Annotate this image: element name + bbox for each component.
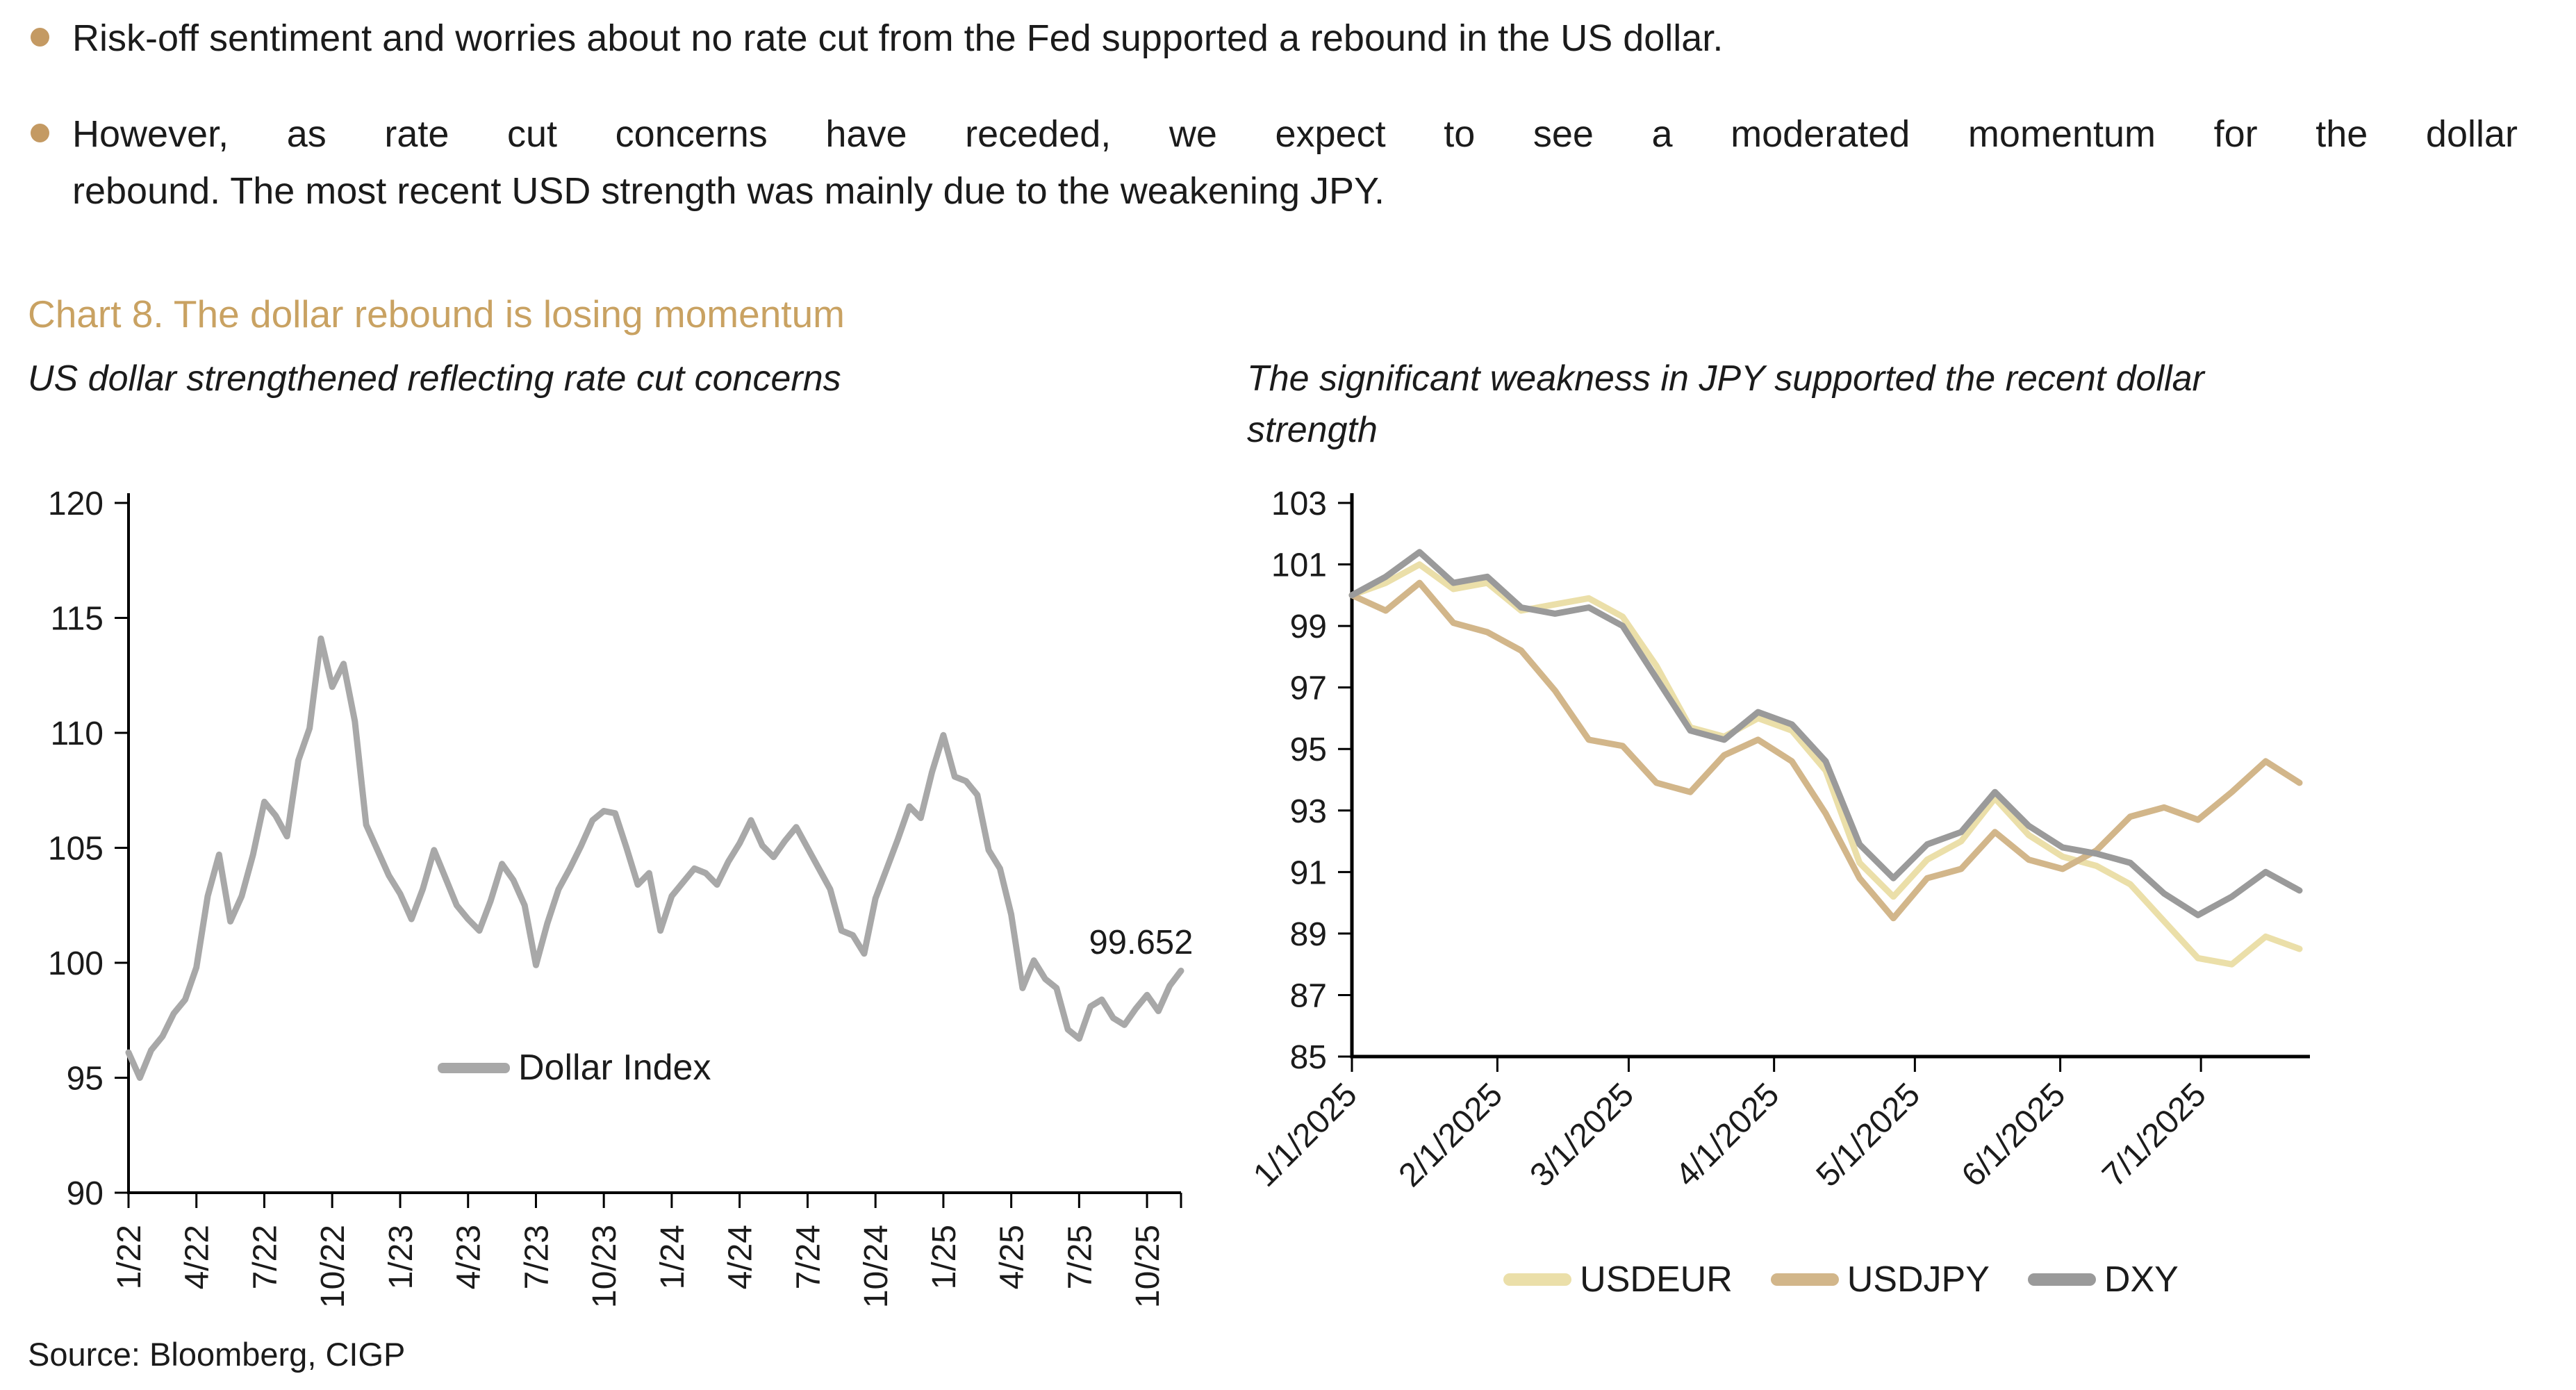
fx-indexed-chart: 85 87 89 91 93 95 97 99 101 103 1/1/2025 2/1/2025 3/… (1247, 486, 2310, 1194)
y-tick-label: 99 (1290, 609, 1327, 645)
dollar-index-legend: Dollar Index (438, 1043, 711, 1092)
y-tick-label: 90 (67, 1175, 104, 1212)
dxy-line-swatch (2027, 1273, 2096, 1286)
usdjpy-legend-label: USDJPY (1847, 1259, 1990, 1300)
series-line-dxy (1348, 549, 2303, 918)
series-line-dollar-index (125, 635, 1184, 1081)
bullet-icon (31, 28, 49, 47)
x-tick-label: 10/22 (315, 1225, 352, 1308)
x-tick-label: 1/25 (926, 1225, 963, 1289)
y-tick-label: 95 (1290, 731, 1327, 768)
dollar-index-line-swatch (438, 1062, 510, 1073)
x-tick-label: 1/1/2025 (1247, 1076, 1364, 1194)
y-tick-label: 95 (67, 1061, 104, 1098)
y-tick-label: 101 (1271, 547, 1327, 584)
x-tick-label: 5/1/2025 (1810, 1076, 1928, 1194)
x-tick-label: 7/23 (518, 1225, 555, 1289)
dollar-index-legend-label: Dollar Index (518, 1048, 711, 1088)
x-tick-label: 4/23 (451, 1225, 488, 1289)
y-tick-label: 97 (1290, 670, 1327, 707)
x-tick-label: 3/1/2025 (1524, 1076, 1642, 1194)
y-tick-label: 93 (1290, 793, 1327, 830)
x-tick-label: 4/1/2025 (1669, 1076, 1787, 1194)
dxy-legend-label: DXY (2104, 1259, 2179, 1300)
x-tick-label: 10/24 (858, 1225, 895, 1308)
x-tick-label: 1/23 (383, 1225, 420, 1289)
dollar-index-chart: 90 95 100 105 110 115 120 1/22 4/22 7/22 10/22 1/23… (48, 486, 1193, 1308)
y-tick-label: 89 (1290, 916, 1327, 953)
y-tick-label: 100 (48, 945, 104, 982)
x-tick-label: 4/22 (179, 1225, 216, 1289)
usdeur-line-swatch (1503, 1273, 1572, 1286)
bullet-1-line-1: Risk-off sentiment and worries about no … (72, 17, 1724, 59)
x-tick-label: 4/25 (994, 1225, 1031, 1289)
legend-item-usdjpy: USDJPY (1770, 1259, 1990, 1300)
y-tick-label: 120 (48, 486, 104, 522)
y-tick-label: 105 (48, 831, 104, 868)
x-tick-label: 10/23 (586, 1225, 623, 1308)
bullet-2-text: However, as rate cut concerns have reced… (72, 106, 2518, 220)
bullet-item-2: However, as rate cut concerns have reced… (31, 106, 2518, 220)
legend-item-usdeur: USDEUR (1503, 1259, 1733, 1300)
x-tick-label: 10/25 (1130, 1225, 1166, 1308)
usdeur-legend-label: USDEUR (1580, 1259, 1733, 1300)
usdjpy-line-swatch (1770, 1273, 1839, 1286)
x-tick-label: 6/1/2025 (1955, 1076, 2073, 1194)
right-chart-subtitle: The significant weakness in JPY supporte… (1247, 358, 2204, 450)
y-tick-label: 103 (1271, 486, 1327, 522)
y-tick-label: 115 (50, 601, 104, 638)
x-tick-label: 7/25 (1062, 1225, 1098, 1289)
chart-section-title: Chart 8. The dollar rebound is losing mo… (28, 292, 845, 336)
annotation-last-value: 99.652 (1089, 924, 1193, 961)
bullet-2-line-1: However, as rate cut concerns have reced… (72, 113, 2518, 155)
y-tick-label: 85 (1290, 1039, 1327, 1076)
x-tick-label: 4/24 (723, 1225, 759, 1289)
x-tick-label: 1/22 (111, 1225, 148, 1289)
bullet-1-text: Risk-off sentiment and worries about no … (72, 10, 1723, 67)
bullet-icon (31, 124, 49, 142)
series-line-usdjpy (1348, 579, 2303, 922)
legend-item-dxy: DXY (2027, 1259, 2179, 1300)
bullet-2-line-2: rebound. The most recent USD strength wa… (72, 170, 1385, 212)
y-tick-label: 110 (50, 715, 104, 752)
bullet-item-1: Risk-off sentiment and worries about no … (31, 10, 2504, 67)
x-tick-label: 1/24 (654, 1225, 691, 1289)
x-tick-label: 7/24 (790, 1225, 827, 1289)
x-tick-label: 7/1/2025 (2095, 1076, 2213, 1194)
source-note: Source: Bloomberg, CIGP (28, 1336, 406, 1373)
fx-chart-legend: USDEUR USDJPY DXY (1247, 1259, 2435, 1300)
x-tick-label: 2/1/2025 (1392, 1076, 1510, 1194)
y-tick-label: 87 (1290, 977, 1327, 1014)
x-tick-label: 7/22 (247, 1225, 283, 1289)
left-chart-subtitle: US dollar strengthened reflecting rate c… (28, 358, 841, 399)
y-tick-label: 91 (1290, 854, 1327, 891)
